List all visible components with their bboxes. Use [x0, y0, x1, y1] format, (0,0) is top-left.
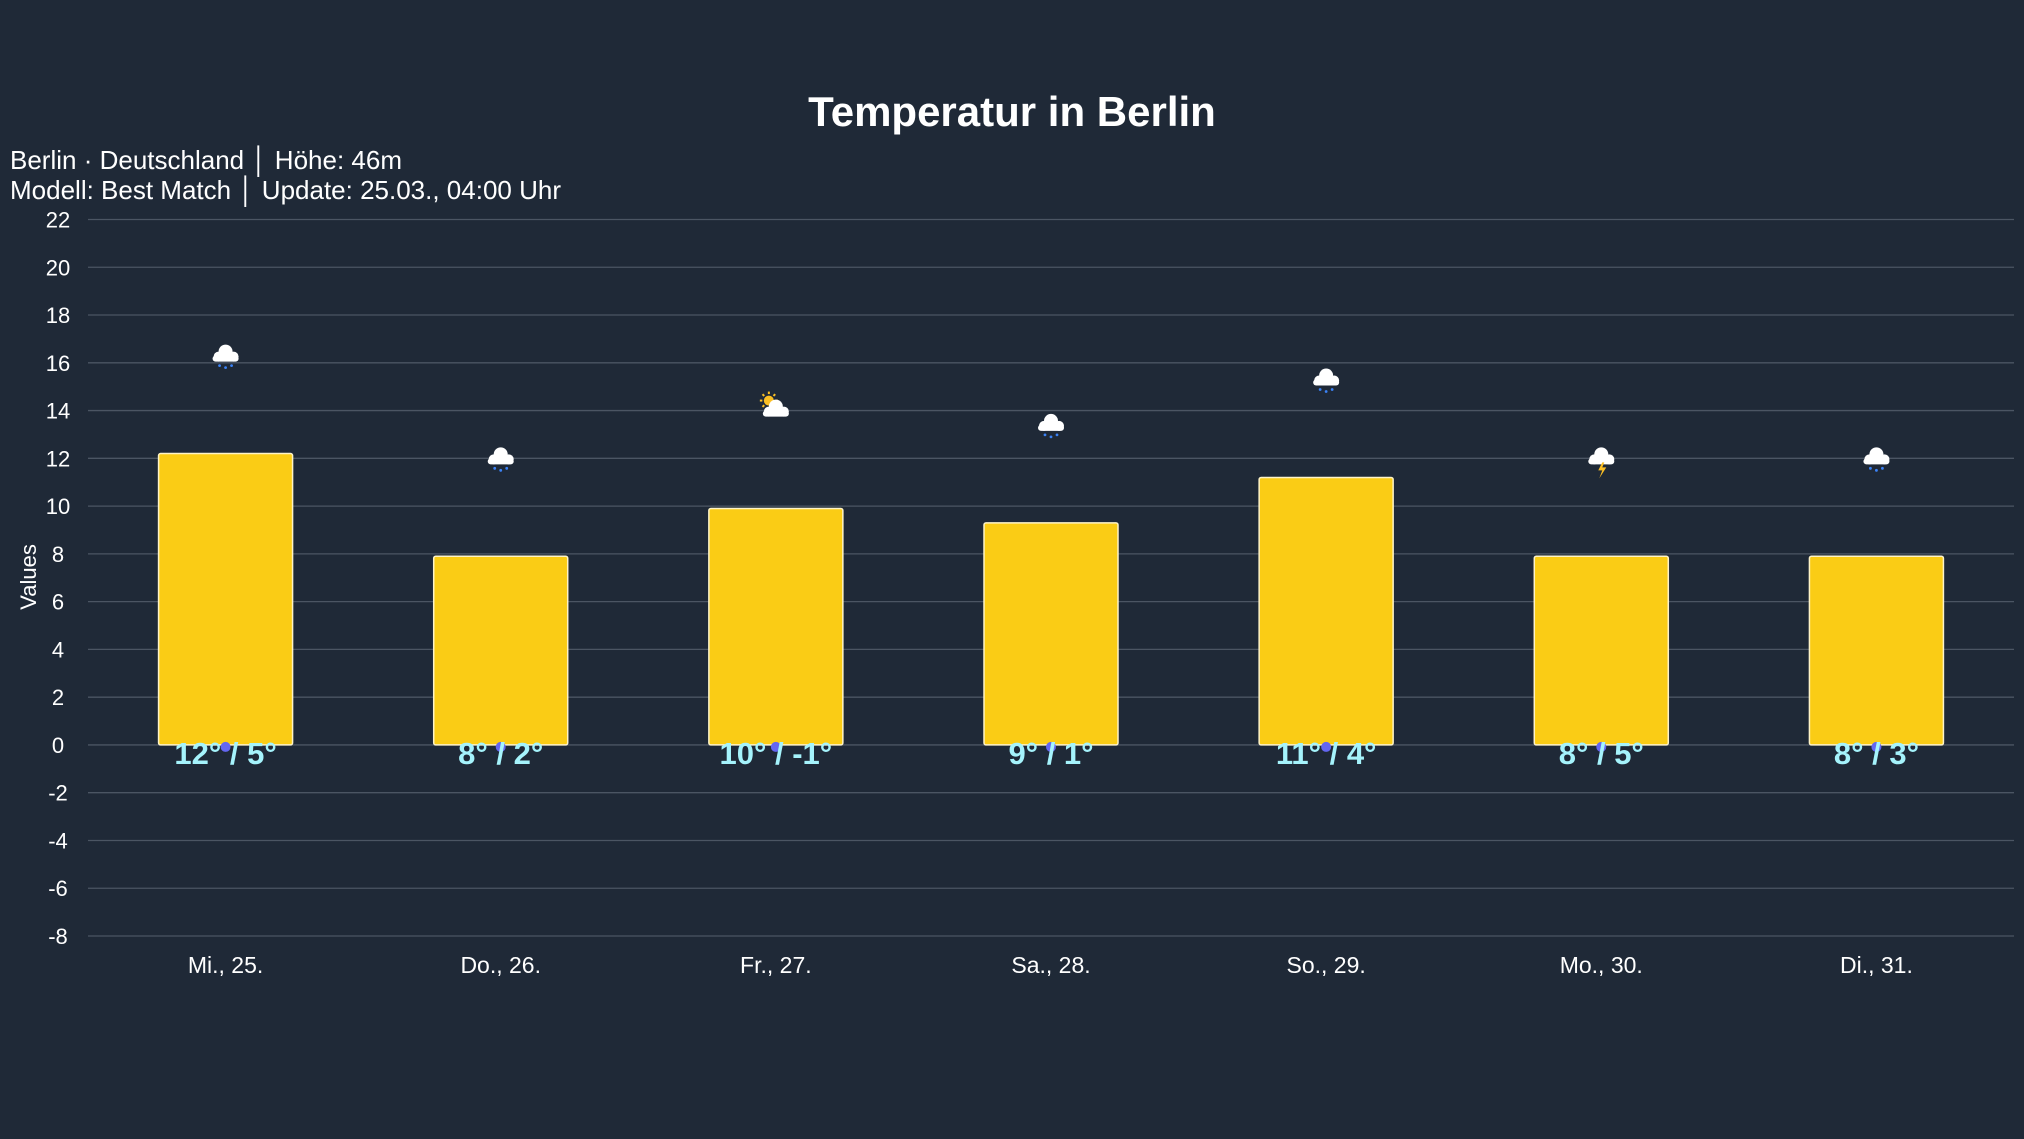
subtitle-model: Modell: Best Match │ Update: 25.03., 04:… — [10, 175, 561, 207]
y-tick-label: -8 — [48, 924, 68, 949]
y-tick-label: 14 — [46, 399, 70, 424]
rain-cloud-icon — [1863, 447, 1890, 472]
y-tick-label: 6 — [52, 590, 64, 615]
x-tick-label: Fr., 27. — [740, 952, 812, 978]
partly-sunny-icon — [759, 391, 789, 417]
bar-data-label: 8° / 3° — [1834, 736, 1919, 771]
bar-data-label: 11° / 4° — [1276, 736, 1377, 771]
bar — [983, 522, 1119, 746]
x-tick-label: Mo., 30. — [1560, 952, 1643, 978]
zero-marker — [770, 741, 781, 752]
y-tick-label: -6 — [48, 876, 68, 901]
rain-cloud-icon — [487, 447, 514, 472]
bar-data-label: 10° / -1° — [720, 736, 833, 771]
bar — [157, 452, 294, 746]
subtitle-location: Berlin · Deutschland │ Höhe: 46m — [10, 145, 402, 177]
y-tick-label: 16 — [46, 351, 70, 376]
thunderstorm-cloud-icon — [1588, 447, 1615, 479]
y-tick-label: 20 — [46, 255, 70, 280]
y-tick-label: 2 — [52, 685, 64, 710]
zero-marker — [1596, 741, 1607, 752]
zero-marker — [495, 741, 506, 752]
bar — [1258, 476, 1394, 746]
data-labels: 12° / 5° 8° / 2° 10° / -1° 9° / 1° 11° / 4° 8… — [174, 736, 1919, 771]
x-tick-label: Di., 31. — [1840, 952, 1913, 978]
bar — [432, 555, 569, 746]
x-tick-label: Do., 26. — [460, 952, 541, 978]
zero-marker — [1046, 741, 1056, 752]
y-tick-label: 10 — [46, 494, 70, 519]
bars — [157, 452, 1945, 752]
y-tick-label: 18 — [46, 303, 70, 328]
bar-data-label: 12° / 5° — [174, 736, 276, 771]
rain-cloud-icon — [212, 344, 239, 370]
y-tick-label: -4 — [48, 828, 68, 853]
zero-marker — [1321, 741, 1332, 752]
bar-data-label: 8° / 2° — [458, 736, 543, 771]
rain-cloud-icon — [1038, 413, 1064, 439]
chart-title: Temperatur in Berlin — [808, 88, 1216, 135]
bar — [1533, 555, 1670, 746]
x-tick-label: Sa., 28. — [1011, 952, 1090, 978]
zero-marker — [220, 741, 231, 752]
x-axis-ticks: Mi., 25. Do., 26. Fr., 27. Sa., 28. So., 29.… — [188, 952, 1913, 978]
bar — [1808, 555, 1945, 746]
y-axis-label: Values — [16, 544, 41, 610]
y-tick-label: 12 — [46, 446, 70, 471]
zero-marker — [1871, 741, 1882, 752]
x-tick-label: So., 29. — [1287, 952, 1366, 978]
bar — [708, 507, 844, 746]
x-tick-label: Mi., 25. — [188, 952, 263, 978]
rain-cloud-icon — [1313, 368, 1340, 393]
bar-data-label: 8° / 5° — [1559, 736, 1644, 771]
y-tick-label: 4 — [52, 637, 64, 662]
y-tick-label: 22 — [46, 208, 70, 233]
weather-icons — [212, 344, 1890, 479]
bar-data-label: 9° / 1° — [1008, 736, 1093, 771]
y-tick-label: 0 — [52, 733, 64, 758]
y-tick-label: 8 — [52, 542, 64, 567]
grid-lines — [88, 218, 2014, 937]
y-tick-label: -2 — [48, 781, 68, 806]
